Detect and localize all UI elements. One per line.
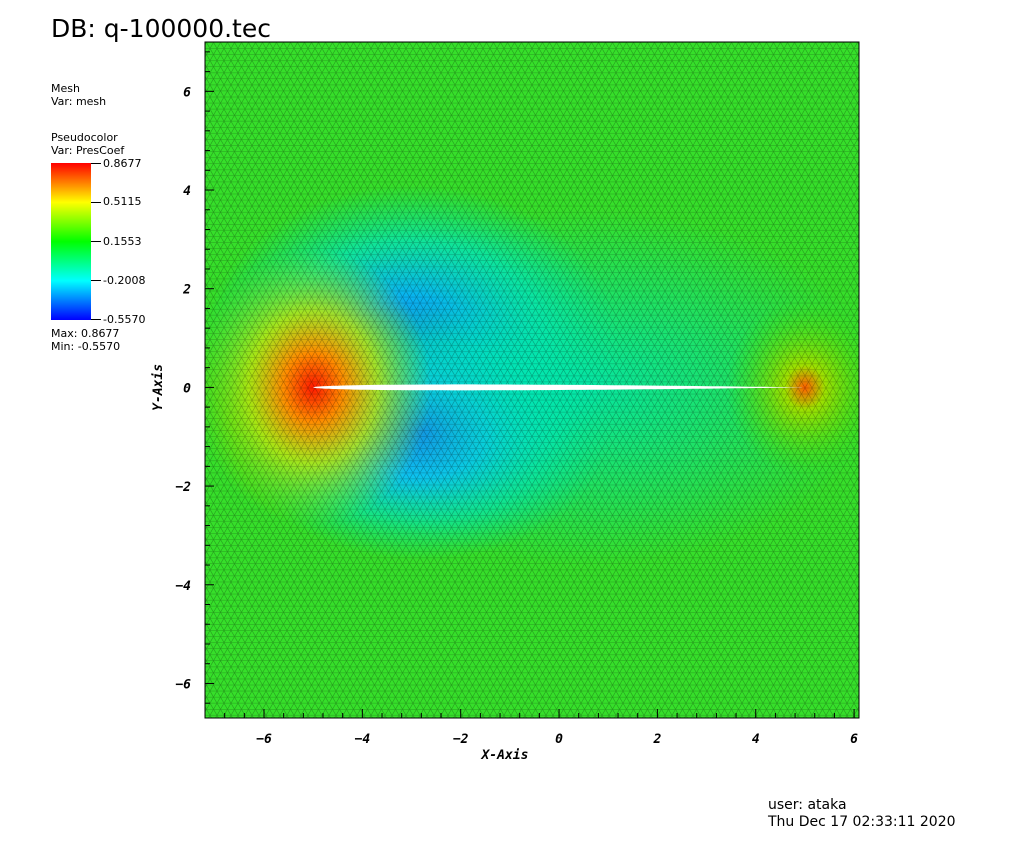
x-tick-label: 6 bbox=[850, 732, 858, 747]
colorbar-label-max: 0.8677 bbox=[103, 157, 142, 170]
x-axis-ticks: −6 −4 −2 0 2 4 6 bbox=[204, 709, 858, 747]
x-tick-label: −4 bbox=[355, 732, 371, 747]
x-tick-label: −6 bbox=[256, 732, 272, 747]
plot-frame bbox=[204, 41, 860, 719]
triangular-mesh bbox=[205, 42, 859, 718]
y-tick-label: 4 bbox=[183, 184, 191, 199]
y-tick-label: −6 bbox=[175, 677, 191, 692]
x-tick-label: 2 bbox=[652, 732, 661, 747]
airfoil-shape bbox=[313, 384, 805, 391]
colorbar-tick bbox=[91, 163, 101, 164]
colorbar-tick bbox=[91, 241, 101, 242]
x-tick-label: 4 bbox=[752, 732, 760, 747]
y-tick-label: −4 bbox=[175, 579, 191, 594]
colorbar-tick bbox=[91, 202, 101, 203]
mesh-plot-label: Mesh bbox=[51, 82, 80, 95]
y-tick-label: 0 bbox=[183, 381, 191, 396]
field-layer bbox=[205, 42, 859, 718]
x-axis-title: X-Axis bbox=[480, 748, 528, 763]
y-tick-label: 2 bbox=[182, 283, 191, 298]
y-axis-ticks: −6 −4 −2 0 2 4 6 bbox=[175, 51, 214, 704]
colorbar-label-min: -0.5570 bbox=[103, 313, 146, 326]
colorbar-tick bbox=[91, 319, 101, 320]
y-tick-label: 6 bbox=[183, 85, 191, 100]
colorbar-label: 0.1553 bbox=[103, 235, 142, 248]
min-value-text: Min: -0.5570 bbox=[51, 340, 121, 353]
colorbar-label: -0.2008 bbox=[103, 274, 146, 287]
y-axis-title: Y-Axis bbox=[151, 364, 166, 411]
mesh-var-label: Var: mesh bbox=[51, 95, 107, 108]
database-title: DB: q-100000.tec bbox=[51, 14, 271, 43]
y-tick-label: −2 bbox=[175, 480, 191, 495]
x-tick-label: −2 bbox=[453, 732, 469, 747]
max-value-text: Max: 0.8677 bbox=[51, 327, 120, 340]
timestamp-label: Thu Dec 17 02:33:11 2020 bbox=[768, 814, 956, 830]
colorbar-tick bbox=[91, 280, 101, 281]
pseudocolor-plot-label: Pseudocolor bbox=[51, 131, 118, 144]
x-tick-label: 0 bbox=[555, 732, 563, 747]
pseudocolor-var-label: Var: PresCoef bbox=[51, 144, 125, 157]
user-label: user: ataka bbox=[768, 797, 847, 813]
color-bar bbox=[51, 163, 91, 320]
colorbar-label: 0.5115 bbox=[103, 195, 142, 208]
